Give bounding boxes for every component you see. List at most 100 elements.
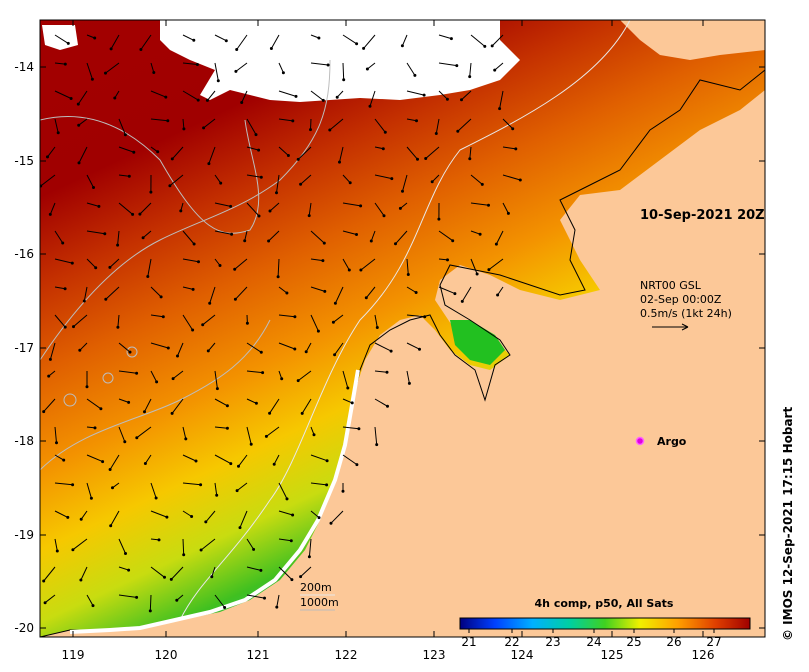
- current-arrow-head: [307, 214, 311, 218]
- current-arrow-head: [99, 407, 103, 411]
- current-arrow-head: [359, 268, 363, 272]
- current-arrow-head: [63, 287, 67, 291]
- shoal-marker: [102, 372, 114, 384]
- current-arrow-head: [307, 555, 311, 559]
- current-arrow-head: [127, 400, 131, 404]
- current-arrow: [150, 370, 158, 383]
- current-arrow: [136, 426, 152, 439]
- current-arrow-head: [487, 268, 491, 272]
- current-arrow-head: [359, 204, 363, 208]
- current-arrow: [374, 370, 388, 373]
- current-arrow: [117, 314, 120, 328]
- current-arrow-head: [179, 209, 183, 213]
- current-arrow: [202, 314, 216, 326]
- current-arrow: [333, 314, 344, 323]
- current-arrow-head: [415, 119, 418, 123]
- current-arrow: [342, 34, 357, 45]
- current-arrow-head: [496, 293, 500, 297]
- current-arrow: [308, 538, 312, 557]
- current-arrow: [342, 370, 349, 389]
- current-arrow: [406, 62, 416, 76]
- current-arrow: [214, 594, 225, 608]
- current-arrow-head: [192, 242, 196, 246]
- current-arrow: [495, 230, 504, 245]
- current-arrow: [235, 286, 248, 300]
- current-arrow: [54, 62, 66, 65]
- current-arrow: [140, 34, 152, 50]
- current-arrow-head: [131, 212, 135, 216]
- current-arrow: [209, 286, 216, 304]
- current-arrow-head: [202, 126, 206, 130]
- current-arrow: [425, 146, 440, 159]
- current-arrow-head: [85, 385, 89, 389]
- current-arrow-head: [382, 214, 386, 218]
- current-arrow-head: [109, 47, 113, 51]
- current-arrow-head: [335, 95, 339, 99]
- current-arrow-head: [365, 67, 369, 71]
- current-arrow-head: [61, 241, 65, 245]
- argo-float-marker[interactable]: [635, 436, 645, 446]
- current-arrow: [246, 342, 262, 353]
- current-arrow: [203, 118, 216, 129]
- current-arrow: [406, 342, 420, 350]
- current-arrow-head: [518, 178, 522, 182]
- current-arrow: [305, 342, 312, 352]
- current-arrow: [365, 286, 376, 299]
- current-arrow-head: [93, 36, 97, 40]
- current-arrow-head: [205, 98, 209, 102]
- colorbar-tick-label: 23: [545, 635, 560, 649]
- current-arrow-head: [219, 181, 223, 185]
- current-arrow-head: [309, 128, 312, 132]
- current-arrow-head: [48, 212, 52, 216]
- current-arrow-head: [407, 381, 411, 385]
- current-arrow: [54, 454, 64, 461]
- colorbar-tick-label: 27: [706, 635, 721, 649]
- current-arrow-head: [165, 515, 169, 519]
- current-arrow: [214, 398, 228, 407]
- current-arrow-head: [355, 233, 358, 236]
- current-arrow-head: [233, 297, 237, 301]
- current-arrow-head: [92, 186, 95, 189]
- current-arrow: [44, 594, 56, 604]
- current-arrow-head: [375, 326, 379, 329]
- current-arrow: [246, 398, 257, 404]
- current-arrow: [342, 426, 359, 430]
- current-arrow-head: [216, 79, 220, 83]
- current-arrow: [470, 34, 486, 47]
- current-arrow-head: [413, 73, 417, 77]
- current-arrow: [246, 118, 257, 135]
- current-arrow: [118, 174, 130, 177]
- current-arrow: [499, 90, 504, 109]
- timestamp-label: 10-Sep-2021 20Z: [640, 208, 765, 223]
- current-arrow-head: [141, 236, 145, 240]
- current-arrow: [278, 538, 292, 542]
- current-arrow: [457, 118, 472, 132]
- shoal-marker: [63, 393, 77, 407]
- current-arrow-head: [135, 371, 139, 375]
- current-arrow-head: [199, 548, 203, 552]
- current-arrow-head: [123, 133, 127, 137]
- current-arrow: [182, 454, 197, 462]
- current-arrow-head: [156, 150, 160, 154]
- current-arrow: [488, 258, 504, 270]
- current-arrow-head: [166, 346, 170, 350]
- current-arrow: [310, 286, 325, 292]
- current-arrow: [278, 566, 293, 580]
- current-arrow: [150, 314, 164, 318]
- current-arrow: [310, 62, 329, 66]
- current-arrow-head: [225, 426, 229, 430]
- current-legend-line3: 0.5m/s (1kt 24h): [640, 307, 732, 320]
- current-arrow: [40, 174, 56, 187]
- current-arrow: [234, 258, 248, 270]
- current-arrow-head: [422, 93, 426, 97]
- current-arrow: [117, 230, 120, 246]
- current-arrow-head: [77, 123, 81, 127]
- current-arrow: [374, 202, 385, 216]
- current-arrow-head: [434, 132, 438, 135]
- current-arrow-head: [252, 547, 256, 551]
- current-arrow-head: [194, 459, 198, 463]
- current-arrow-head: [312, 433, 316, 437]
- current-arrow-head: [355, 463, 359, 467]
- current-arrow-head: [280, 377, 284, 381]
